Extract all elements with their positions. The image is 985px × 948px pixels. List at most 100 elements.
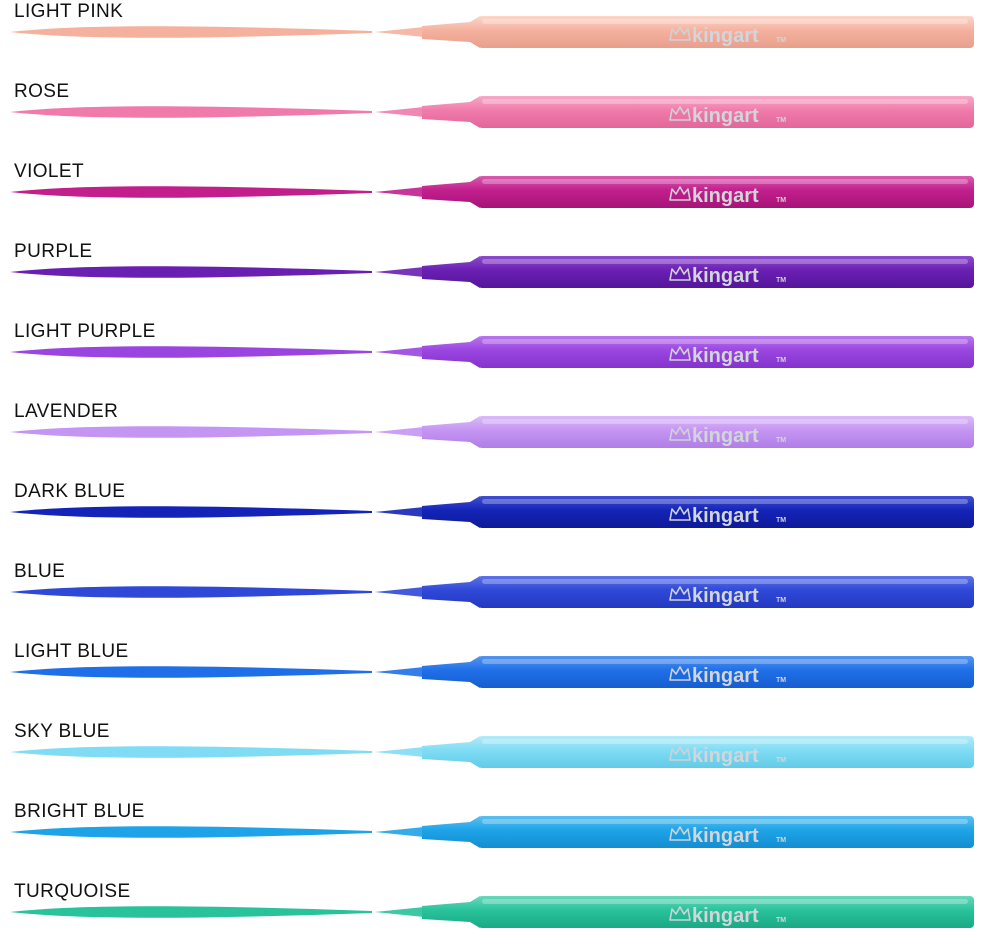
barrel-highlight: [482, 259, 968, 264]
marker-collar: [422, 496, 480, 528]
brush-marker: kingart TM: [375, 576, 974, 608]
trademark-text: TM: [776, 117, 786, 124]
crown-logo-icon: [669, 666, 691, 681]
color-name-label: LIGHT PURPLE: [14, 321, 156, 342]
trademark-text: TM: [776, 37, 786, 44]
crown-logo-icon: [669, 826, 691, 841]
marker-barrel: [478, 336, 974, 368]
brand-logo-text: kingart: [692, 745, 759, 767]
brush-stroke-swatch: [10, 106, 372, 118]
brush-tip: [375, 347, 424, 357]
brand-logo-text: kingart: [692, 505, 759, 527]
brush-stroke-swatch: [10, 906, 372, 918]
brush-marker: kingart TM: [375, 496, 974, 528]
brush-stroke-swatch: [10, 826, 372, 838]
brand-logo-text: kingart: [692, 585, 759, 607]
marker-collar: [422, 576, 480, 608]
marker-barrel: [478, 256, 974, 288]
crown-logo-icon: [669, 266, 691, 281]
brush-marker: kingart TM: [375, 96, 974, 128]
marker-barrel: [478, 816, 974, 848]
marker-collar: [422, 816, 480, 848]
barrel-highlight: [482, 499, 968, 504]
marker-barrel: [478, 96, 974, 128]
barrel-highlight: [482, 739, 968, 744]
brush-stroke-swatch: [10, 426, 372, 438]
marker-collar: [422, 656, 480, 688]
crown-logo-icon: [669, 106, 691, 121]
marker-barrel: [478, 576, 974, 608]
barrel-highlight: [482, 819, 968, 824]
trademark-text: TM: [776, 517, 786, 524]
barrel-highlight: [482, 179, 968, 184]
brush-tip: [375, 427, 424, 437]
trademark-text: TM: [776, 597, 786, 604]
color-name-label: PURPLE: [14, 241, 93, 262]
marker-collar: [422, 176, 480, 208]
marker-collar: [422, 416, 480, 448]
brush-tip: [375, 907, 424, 917]
brush-stroke-swatch: [10, 266, 372, 278]
marker-collar: [422, 336, 480, 368]
brand-logo-text: kingart: [692, 265, 759, 287]
color-name-label: DARK BLUE: [14, 481, 126, 502]
crown-logo-icon: [669, 746, 691, 761]
brush-marker: kingart TM: [375, 816, 974, 848]
marker-barrel: [478, 896, 974, 928]
color-name-label: TURQUOISE: [14, 881, 131, 902]
barrel-highlight: [482, 579, 968, 584]
brush-marker: kingart TM: [375, 16, 974, 48]
brush-marker: kingart TM: [375, 896, 974, 928]
barrel-highlight: [482, 19, 968, 24]
brush-stroke-swatch: [10, 506, 372, 518]
brush-tip: [375, 507, 424, 517]
brush-tip: [375, 267, 424, 277]
trademark-text: TM: [776, 197, 786, 204]
brush-marker: kingart TM: [375, 336, 974, 368]
marker-collar: [422, 736, 480, 768]
crown-logo-icon: [669, 186, 691, 201]
trademark-text: TM: [776, 277, 786, 284]
brush-tip: [375, 747, 424, 757]
color-name-label: SKY BLUE: [14, 721, 110, 742]
brush-tip: [375, 827, 424, 837]
crown-logo-icon: [669, 26, 691, 41]
marker-collar: [422, 16, 480, 48]
brush-stroke-swatch: [10, 186, 372, 198]
marker-barrel: [478, 176, 974, 208]
crown-logo-icon: [669, 586, 691, 601]
color-name-label: BLUE: [14, 561, 66, 582]
crown-logo-icon: [669, 906, 691, 921]
brush-tip: [375, 187, 424, 197]
marker-collar: [422, 256, 480, 288]
barrel-highlight: [482, 899, 968, 904]
brand-logo-text: kingart: [692, 425, 759, 447]
marker-barrel: [478, 16, 974, 48]
marker-collar: [422, 896, 480, 928]
trademark-text: TM: [776, 357, 786, 364]
marker-collar: [422, 96, 480, 128]
brand-logo-text: kingart: [692, 345, 759, 367]
marker-barrel: [478, 416, 974, 448]
brush-marker: kingart TM: [375, 656, 974, 688]
brush-tip: [375, 107, 424, 117]
trademark-text: TM: [776, 917, 786, 924]
marker-barrel: [478, 736, 974, 768]
brush-marker: kingart TM: [375, 176, 974, 208]
brush-stroke-swatch: [10, 586, 372, 598]
brush-tip: [375, 27, 424, 37]
color-name-label: BRIGHT BLUE: [14, 801, 145, 822]
color-name-label: LIGHT PINK: [14, 1, 124, 22]
crown-logo-icon: [669, 426, 691, 441]
brand-logo-text: kingart: [692, 905, 759, 927]
color-name-label: LAVENDER: [14, 401, 119, 422]
brush-stroke-swatch: [10, 666, 372, 678]
barrel-highlight: [482, 99, 968, 104]
brand-logo-text: kingart: [692, 25, 759, 47]
crown-logo-icon: [669, 346, 691, 361]
brand-logo-text: kingart: [692, 105, 759, 127]
brush-stroke-swatch: [10, 746, 372, 758]
color-name-label: LIGHT BLUE: [14, 641, 129, 662]
